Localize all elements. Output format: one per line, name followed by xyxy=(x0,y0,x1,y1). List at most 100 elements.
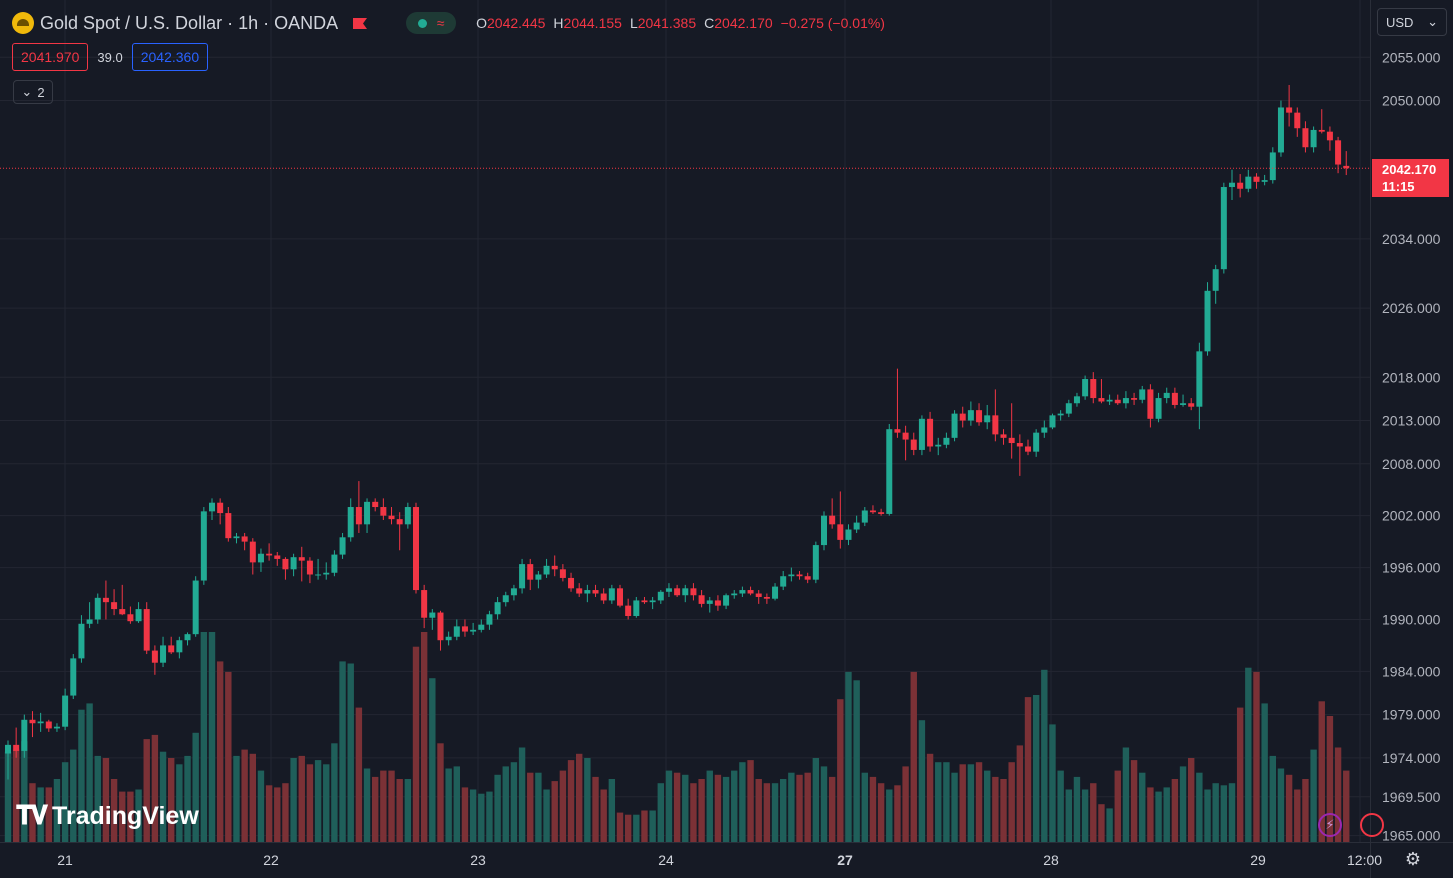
volume-bar xyxy=(804,772,811,842)
bar-countdown: 11:15 xyxy=(1382,179,1415,194)
volume-bar xyxy=(1294,789,1301,842)
flag-icon[interactable] xyxy=(352,17,368,30)
candle-body xyxy=(665,588,672,592)
candle-body xyxy=(53,726,60,729)
volume-bar xyxy=(249,753,256,842)
candle-body xyxy=(160,645,167,663)
candle-body xyxy=(959,413,966,421)
price-tick-label: 1969.500 xyxy=(1382,789,1441,805)
candle-body xyxy=(1106,399,1113,402)
market-status-pill[interactable]: ≈ xyxy=(406,12,457,34)
candle-body xyxy=(1155,398,1162,419)
price-axis-background xyxy=(1370,0,1453,878)
candle-body xyxy=(869,510,876,513)
candle-body xyxy=(502,595,509,603)
candle-body xyxy=(1196,351,1203,407)
volume-bar xyxy=(1343,770,1350,842)
buy-button[interactable]: 2042.360 xyxy=(131,43,209,71)
candle-body xyxy=(747,590,754,594)
tradingview-logo-text: TradingView xyxy=(51,801,199,830)
candle-body xyxy=(1212,269,1219,291)
candle-body xyxy=(1082,379,1089,397)
candle-body xyxy=(641,600,648,603)
volume-bar xyxy=(747,760,754,842)
volume-bar xyxy=(551,781,558,842)
volume-bar xyxy=(176,764,183,842)
candle-body xyxy=(951,413,958,438)
volume-bars xyxy=(4,632,1350,842)
volume-bar xyxy=(1081,789,1089,842)
candle-body xyxy=(102,597,109,603)
volume-bar xyxy=(478,793,485,842)
volume-bar xyxy=(877,783,885,842)
volume-bar xyxy=(53,779,61,842)
volume-bar xyxy=(673,772,681,842)
economic-event-icon[interactable] xyxy=(1360,813,1384,837)
volume-bar xyxy=(4,751,12,842)
volume-bar xyxy=(404,779,412,842)
candle-body xyxy=(21,719,28,751)
candle-body xyxy=(837,524,844,540)
candle-body xyxy=(355,507,362,525)
candle-body xyxy=(1131,398,1138,400)
lightning-icon[interactable]: ⚡ xyxy=(1318,813,1342,837)
volume-bar xyxy=(706,770,713,842)
volume-bar xyxy=(45,787,52,842)
candle-body xyxy=(829,515,836,525)
symbol-title[interactable]: Gold Spot / U.S. Dollar · 1h · OANDA xyxy=(40,12,339,33)
volume-bar xyxy=(502,766,509,842)
volume-bar xyxy=(200,632,208,842)
volume-bar xyxy=(1285,774,1293,842)
time-tick-label: 12:00 xyxy=(1347,852,1382,868)
volume-bar xyxy=(1253,671,1260,842)
candle-body xyxy=(5,744,11,754)
volume-bar xyxy=(682,774,689,842)
candlesticks xyxy=(5,84,1350,780)
candle-body xyxy=(217,502,224,514)
volume-bar xyxy=(1171,779,1179,842)
candle-body xyxy=(421,590,428,618)
volume-bar xyxy=(1032,695,1040,842)
volume-bar xyxy=(1302,779,1309,842)
candle-body xyxy=(13,744,20,751)
volume-bar xyxy=(1188,758,1195,842)
sell-button[interactable]: 2041.970 xyxy=(12,43,89,71)
candle-body xyxy=(323,572,330,575)
volume-bar xyxy=(1204,789,1211,842)
price-axis[interactable]: 2055.000 2050.000 2034.000 2026.000 2018.000… xyxy=(1382,49,1441,843)
time-axis[interactable]: 21 22 23 24 27 28 29 12:00 xyxy=(57,852,1382,868)
gear-icon[interactable]: ⚙ xyxy=(1404,849,1422,869)
candle-body xyxy=(780,576,787,587)
volume-bar xyxy=(355,707,363,842)
volume-bar xyxy=(788,772,795,842)
volume-bar xyxy=(608,779,616,842)
candle-body xyxy=(1114,399,1121,404)
candle-body xyxy=(241,536,248,542)
currency-select[interactable]: USD ⌄ xyxy=(1377,8,1447,36)
indicators-collapse-button[interactable]: ⌄ 2 xyxy=(13,80,53,104)
trade-quote-row: 2041.970 39.0 2042.360 xyxy=(12,43,209,71)
volume-bar xyxy=(1147,787,1154,842)
volume-bar xyxy=(1179,766,1187,842)
volume-bar xyxy=(1065,789,1072,842)
candle-body xyxy=(861,510,868,523)
volume-bar xyxy=(951,772,958,842)
volume-bar xyxy=(837,699,844,842)
candle-body xyxy=(388,515,395,520)
volume-bar xyxy=(372,776,379,842)
tradingview-logo[interactable]: 𝐓𝐕 TradingView xyxy=(16,800,199,832)
candle-body xyxy=(1041,427,1048,433)
candle-body xyxy=(1326,131,1333,141)
price-tick-label: 1984.000 xyxy=(1382,663,1441,679)
candle-body xyxy=(339,537,346,555)
symbol-legend[interactable]: Gold Spot / U.S. Dollar · 1h · OANDA ≈ O… xyxy=(12,10,885,36)
candle-body xyxy=(625,605,632,616)
price-tick-label: 2002.000 xyxy=(1382,508,1441,524)
candle-body xyxy=(347,507,354,538)
volume-bar xyxy=(1277,768,1285,842)
volume-bar xyxy=(1008,762,1015,842)
volume-bar xyxy=(559,770,567,842)
volume-bar xyxy=(1139,772,1146,842)
candle-body xyxy=(755,593,762,597)
